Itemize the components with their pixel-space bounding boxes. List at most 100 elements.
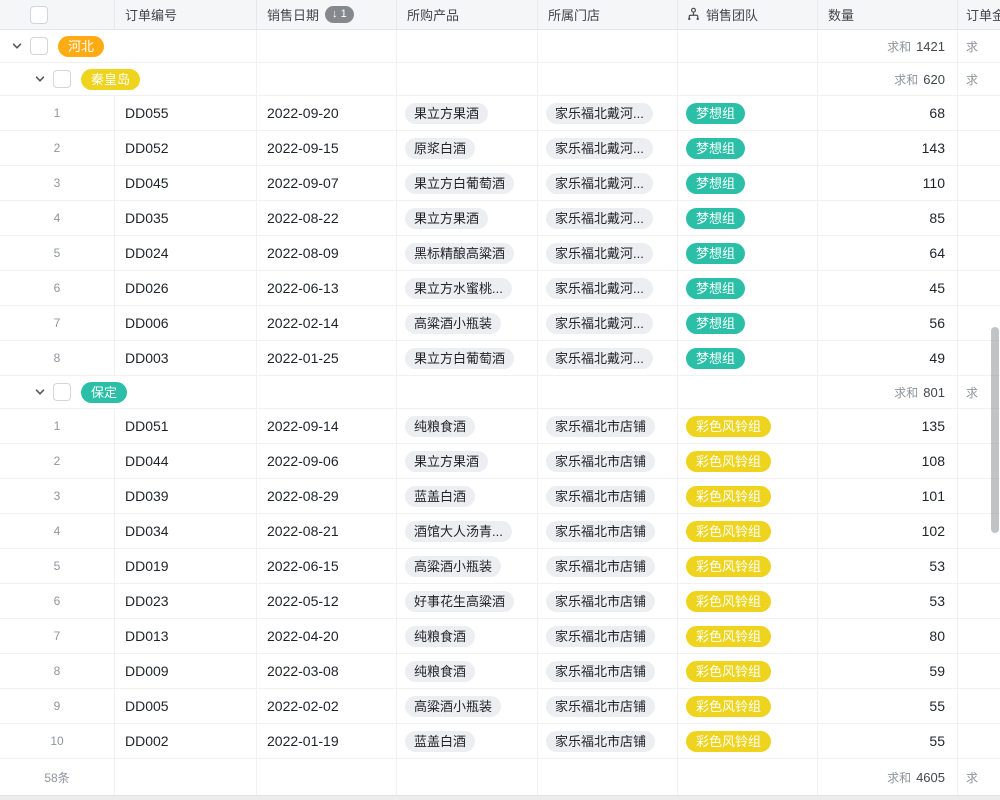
cell-product[interactable]: 高粱酒小瓶装 bbox=[397, 689, 538, 723]
group-checkbox[interactable] bbox=[53, 383, 71, 401]
cell-qty[interactable]: 68 bbox=[818, 96, 958, 130]
cell-qty[interactable]: 102 bbox=[818, 514, 958, 548]
column-header-amount-clipped[interactable]: 订单金 bbox=[958, 0, 1000, 29]
cell-product[interactable]: 蓝盖白酒 bbox=[397, 479, 538, 513]
cell-sale-date[interactable]: 2022-06-13 bbox=[257, 271, 397, 305]
group-row[interactable]: 保定 求和 801 求 bbox=[0, 376, 1000, 409]
table-row[interactable]: 5 DD019 2022-06-15 高粱酒小瓶装 家乐福北市店铺 彩色风铃组 53 bbox=[0, 549, 1000, 584]
cell-sale-date[interactable]: 2022-09-06 bbox=[257, 444, 397, 478]
cell-order-id[interactable]: DD005 bbox=[115, 689, 257, 723]
cell-product[interactable]: 果立方果酒 bbox=[397, 96, 538, 130]
column-header-sale-date[interactable]: 销售日期 ↓ 1 bbox=[257, 0, 397, 29]
cell-product[interactable]: 纯粮食酒 bbox=[397, 409, 538, 443]
cell-order-id[interactable]: DD044 bbox=[115, 444, 257, 478]
cell-store[interactable]: 家乐福北市店铺 bbox=[538, 444, 678, 478]
cell-team[interactable]: 彩色风铃组 bbox=[678, 724, 818, 758]
cell-product[interactable]: 果立方白葡萄酒 bbox=[397, 341, 538, 375]
cell-store[interactable]: 家乐福北戴河... bbox=[538, 341, 678, 375]
cell-sale-date[interactable]: 2022-03-08 bbox=[257, 654, 397, 688]
chevron-down-icon[interactable] bbox=[10, 39, 24, 53]
cell-qty[interactable]: 110 bbox=[818, 166, 958, 200]
cell-store[interactable]: 家乐福北戴河... bbox=[538, 271, 678, 305]
cell-team[interactable]: 梦想组 bbox=[678, 236, 818, 270]
cell-sale-date[interactable]: 2022-08-29 bbox=[257, 479, 397, 513]
column-header-product[interactable]: 所购产品 bbox=[397, 0, 538, 29]
cell-product[interactable]: 酒馆大人汤青... bbox=[397, 514, 538, 548]
cell-sale-date[interactable]: 2022-08-22 bbox=[257, 201, 397, 235]
cell-team[interactable]: 彩色风铃组 bbox=[678, 514, 818, 548]
cell-team[interactable]: 彩色风铃组 bbox=[678, 479, 818, 513]
cell-store[interactable]: 家乐福北市店铺 bbox=[538, 479, 678, 513]
cell-qty[interactable]: 85 bbox=[818, 201, 958, 235]
cell-store[interactable]: 家乐福北市店铺 bbox=[538, 619, 678, 653]
cell-team[interactable]: 梦想组 bbox=[678, 131, 818, 165]
table-row[interactable]: 8 DD003 2022-01-25 果立方白葡萄酒 家乐福北戴河... 梦想组 49 bbox=[0, 341, 1000, 376]
table-row[interactable]: 2 DD052 2022-09-15 原浆白酒 家乐福北戴河... 梦想组 143 bbox=[0, 131, 1000, 166]
cell-sale-date[interactable]: 2022-02-14 bbox=[257, 306, 397, 340]
cell-order-id[interactable]: DD051 bbox=[115, 409, 257, 443]
cell-sale-date[interactable]: 2022-09-15 bbox=[257, 131, 397, 165]
cell-product[interactable]: 果立方水蜜桃... bbox=[397, 271, 538, 305]
cell-qty[interactable]: 45 bbox=[818, 271, 958, 305]
cell-qty[interactable]: 49 bbox=[818, 341, 958, 375]
cell-qty[interactable]: 80 bbox=[818, 619, 958, 653]
cell-sale-date[interactable]: 2022-08-21 bbox=[257, 514, 397, 548]
cell-product[interactable]: 高粱酒小瓶装 bbox=[397, 306, 538, 340]
column-header-order-id[interactable]: 订单编号 bbox=[115, 0, 257, 29]
cell-store[interactable]: 家乐福北戴河... bbox=[538, 306, 678, 340]
cell-order-id[interactable]: DD045 bbox=[115, 166, 257, 200]
cell-store[interactable]: 家乐福北戴河... bbox=[538, 201, 678, 235]
cell-sale-date[interactable]: 2022-01-19 bbox=[257, 724, 397, 758]
column-header-team[interactable]: 销售团队 bbox=[678, 0, 818, 29]
cell-qty[interactable]: 59 bbox=[818, 654, 958, 688]
table-row[interactable]: 9 DD005 2022-02-02 高粱酒小瓶装 家乐福北市店铺 彩色风铃组 55 bbox=[0, 689, 1000, 724]
cell-qty[interactable]: 101 bbox=[818, 479, 958, 513]
table-row[interactable]: 1 DD055 2022-09-20 果立方果酒 家乐福北戴河... 梦想组 68 bbox=[0, 96, 1000, 131]
column-header-store[interactable]: 所属门店 bbox=[538, 0, 678, 29]
table-row[interactable]: 7 DD006 2022-02-14 高粱酒小瓶装 家乐福北戴河... 梦想组 56 bbox=[0, 306, 1000, 341]
cell-team[interactable]: 彩色风铃组 bbox=[678, 549, 818, 583]
cell-qty[interactable]: 53 bbox=[818, 584, 958, 618]
table-row[interactable]: 3 DD045 2022-09-07 果立方白葡萄酒 家乐福北戴河... 梦想组 110 bbox=[0, 166, 1000, 201]
cell-product[interactable]: 高粱酒小瓶装 bbox=[397, 549, 538, 583]
cell-store[interactable]: 家乐福北市店铺 bbox=[538, 549, 678, 583]
cell-qty[interactable]: 143 bbox=[818, 131, 958, 165]
cell-product[interactable]: 纯粮食酒 bbox=[397, 619, 538, 653]
cell-sale-date[interactable]: 2022-08-09 bbox=[257, 236, 397, 270]
cell-order-id[interactable]: DD002 bbox=[115, 724, 257, 758]
cell-store[interactable]: 家乐福北戴河... bbox=[538, 166, 678, 200]
cell-team[interactable]: 梦想组 bbox=[678, 201, 818, 235]
cell-order-id[interactable]: DD055 bbox=[115, 96, 257, 130]
cell-store[interactable]: 家乐福北市店铺 bbox=[538, 724, 678, 758]
cell-team[interactable]: 梦想组 bbox=[678, 166, 818, 200]
sort-badge[interactable]: ↓ 1 bbox=[325, 6, 354, 23]
cell-sale-date[interactable]: 2022-09-14 bbox=[257, 409, 397, 443]
cell-sale-date[interactable]: 2022-04-20 bbox=[257, 619, 397, 653]
cell-order-id[interactable]: DD052 bbox=[115, 131, 257, 165]
cell-team[interactable]: 梦想组 bbox=[678, 96, 818, 130]
table-row[interactable]: 5 DD024 2022-08-09 黑标精酿高粱酒 家乐福北戴河... 梦想组 64 bbox=[0, 236, 1000, 271]
cell-product[interactable]: 蓝盖白酒 bbox=[397, 724, 538, 758]
table-row[interactable]: 4 DD034 2022-08-21 酒馆大人汤青... 家乐福北市店铺 彩色风铃组 102 bbox=[0, 514, 1000, 549]
cell-order-id[interactable]: DD019 bbox=[115, 549, 257, 583]
table-row[interactable]: 1 DD051 2022-09-14 纯粮食酒 家乐福北市店铺 彩色风铃组 135 bbox=[0, 409, 1000, 444]
cell-product[interactable]: 黑标精酿高粱酒 bbox=[397, 236, 538, 270]
cell-store[interactable]: 家乐福北戴河... bbox=[538, 131, 678, 165]
cell-qty[interactable]: 55 bbox=[818, 689, 958, 723]
table-row[interactable]: 2 DD044 2022-09-06 果立方果酒 家乐福北市店铺 彩色风铃组 108 bbox=[0, 444, 1000, 479]
cell-product[interactable]: 果立方果酒 bbox=[397, 201, 538, 235]
cell-order-id[interactable]: DD034 bbox=[115, 514, 257, 548]
cell-team[interactable]: 梦想组 bbox=[678, 271, 818, 305]
cell-store[interactable]: 家乐福北市店铺 bbox=[538, 514, 678, 548]
cell-qty[interactable]: 108 bbox=[818, 444, 958, 478]
cell-product[interactable]: 纯粮食酒 bbox=[397, 654, 538, 688]
cell-sale-date[interactable]: 2022-06-15 bbox=[257, 549, 397, 583]
group-checkbox[interactable] bbox=[30, 37, 48, 55]
table-row[interactable]: 3 DD039 2022-08-29 蓝盖白酒 家乐福北市店铺 彩色风铃组 101 bbox=[0, 479, 1000, 514]
cell-order-id[interactable]: DD039 bbox=[115, 479, 257, 513]
cell-store[interactable]: 家乐福北市店铺 bbox=[538, 654, 678, 688]
cell-sale-date[interactable]: 2022-01-25 bbox=[257, 341, 397, 375]
cell-order-id[interactable]: DD035 bbox=[115, 201, 257, 235]
group-row[interactable]: 秦皇岛 求和 620 求 bbox=[0, 63, 1000, 96]
cell-team[interactable]: 彩色风铃组 bbox=[678, 409, 818, 443]
